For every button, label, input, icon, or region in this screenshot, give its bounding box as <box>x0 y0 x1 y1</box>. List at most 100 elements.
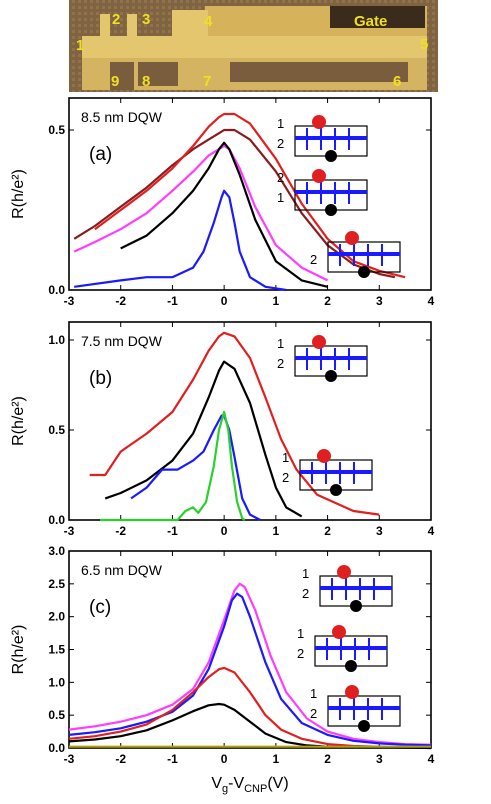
series-line <box>104 360 303 518</box>
y-tick-label: 2.5 <box>48 577 65 591</box>
voltmeter-icon <box>345 685 359 699</box>
x-tick-label: -2 <box>115 752 126 766</box>
x-tick-label: 2 <box>324 294 331 308</box>
series-line <box>68 592 432 747</box>
x-tick-label: -3 <box>64 294 75 308</box>
terminal-7-label: 7 <box>203 73 211 90</box>
current-source-icon <box>345 660 357 672</box>
x-tick-label: -1 <box>167 752 178 766</box>
current-source-icon <box>325 150 337 162</box>
current-source-icon <box>358 266 370 278</box>
terminal-9-label: 9 <box>111 73 119 90</box>
inset-label-bottom: 1 <box>277 190 284 205</box>
x-tick-label: 0 <box>221 752 228 766</box>
gate-label: Gate <box>354 13 387 30</box>
x-tick-label: 4 <box>428 752 435 766</box>
x-tick-label: 0 <box>221 524 228 538</box>
voltmeter-icon <box>317 449 331 463</box>
inset-label-bottom: 2 <box>297 646 304 661</box>
x-tick-label: 2 <box>324 752 331 766</box>
inset-label-bottom: 2 <box>277 356 284 371</box>
panel-label: (a) <box>89 144 112 165</box>
voltmeter-icon <box>337 565 351 579</box>
inset-schematic: 2 <box>310 231 401 278</box>
inset-label-bottom: 2 <box>310 252 317 267</box>
inset-label-top: 1 <box>302 566 309 581</box>
plot-frame <box>68 97 432 291</box>
voltmeter-icon <box>332 625 346 639</box>
plot-frame <box>68 321 432 521</box>
inset-label-top: 1 <box>310 686 317 701</box>
panel-a: -3 -2 -1 0 1 2 3 40.00.5R(h/e²)8.5 nm DQW(a)122… <box>10 97 435 308</box>
x-axis-label-part: V <box>211 775 222 792</box>
x-axis-label: Vg-VCNP(V) <box>211 775 288 795</box>
inset-label-bottom: 2 <box>302 586 309 601</box>
y-tick-label: 3.0 <box>48 544 65 558</box>
x-axis-label-part: -V <box>228 775 244 792</box>
y-tick-label: 2.0 <box>48 610 65 624</box>
y-tick-label: 0.5 <box>48 708 65 722</box>
panel-b: -3 -2 -1 0 1 2 3 40.00.51.0R(h/e²)7.5 nm DQW(b)… <box>10 321 435 538</box>
x-tick-label: 1 <box>273 524 280 538</box>
y-tick-label: 0.0 <box>48 513 65 527</box>
series-line <box>74 189 287 292</box>
inset-schematic: 12 <box>302 565 393 612</box>
x-tick-label: 2 <box>324 524 331 538</box>
terminal-6-label: 6 <box>393 73 401 90</box>
current-source-icon <box>330 484 342 496</box>
terminal-8-label: 8 <box>142 73 150 90</box>
terminal-3-label: 3 <box>142 11 150 28</box>
y-axis-label: R(h/e²) <box>10 396 27 446</box>
voltmeter-icon <box>312 335 326 349</box>
x-tick-label: 3 <box>376 752 383 766</box>
x-tick-label: 0 <box>221 294 228 308</box>
x-axis-label-part: g <box>222 783 228 795</box>
inset-label-top: 1 <box>277 336 284 351</box>
series-line <box>73 128 396 279</box>
y-tick-label: 1.5 <box>48 643 65 657</box>
x-tick-label: 3 <box>376 524 383 538</box>
panel-title: 8.5 nm DQW <box>81 109 163 125</box>
x-tick-label: -3 <box>64 752 75 766</box>
current-source-icon <box>325 370 337 382</box>
series-line <box>130 414 261 521</box>
terminal-5-label: 5 <box>420 36 428 53</box>
y-axis-label: R(h/e²) <box>10 169 27 219</box>
x-tick-label: -1 <box>167 524 178 538</box>
inset-label-top: 1 <box>282 450 289 465</box>
voltmeter-icon <box>312 115 326 129</box>
x-axis-label-part: (V) <box>267 775 288 792</box>
inset-label-bottom: 2 <box>310 706 317 721</box>
x-tick-label: 3 <box>376 294 383 308</box>
inset-label-top: 1 <box>277 116 284 131</box>
terminal-4-label: 4 <box>204 13 213 30</box>
series-line <box>68 582 432 746</box>
x-tick-label: -2 <box>115 294 126 308</box>
y-tick-label: 1.0 <box>48 333 65 347</box>
inset-schematic: 12 <box>277 335 368 382</box>
terminal-2-label: 2 <box>112 11 120 28</box>
series-line <box>89 331 380 516</box>
series-line <box>120 141 328 288</box>
panel-label: (c) <box>89 597 111 618</box>
inset-label-top: 2 <box>277 170 284 185</box>
y-tick-label: 0.0 <box>48 283 65 297</box>
panel-title: 7.5 nm DQW <box>81 333 163 349</box>
voltmeter-icon <box>345 231 359 245</box>
panel-c: -3 -2 -1 0 1 2 3 40.00.51.01.52.02.53.0R(h/e²)6… <box>10 544 435 795</box>
inset-schematic: 12 <box>282 449 373 496</box>
y-tick-label: 0.0 <box>48 741 65 755</box>
y-tick-label: 0.5 <box>48 123 65 137</box>
x-tick-label: -3 <box>64 524 75 538</box>
panel-label: (b) <box>89 368 112 389</box>
inset-label-bottom: 2 <box>282 470 289 485</box>
x-tick-label: -1 <box>167 294 178 308</box>
inset-schematic: 12 <box>277 115 368 162</box>
inset-label-bottom: 2 <box>277 136 284 151</box>
voltmeter-icon <box>312 169 326 183</box>
y-tick-label: 0.5 <box>48 423 65 437</box>
x-tick-label: 1 <box>273 752 280 766</box>
y-axis-label: R(h/e²) <box>10 625 27 675</box>
inset-schematic: 21 <box>277 169 368 216</box>
